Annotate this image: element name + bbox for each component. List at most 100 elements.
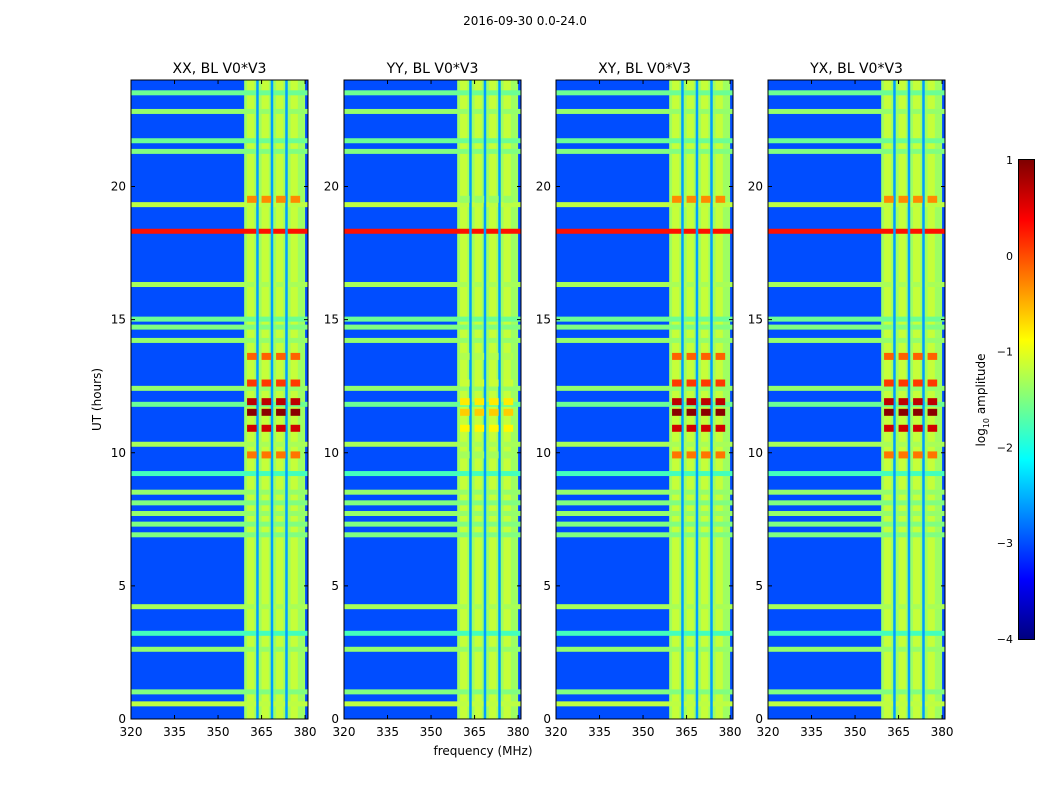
time-band [131, 510, 308, 516]
x-tick-label: 350 [207, 725, 230, 739]
hotspot [261, 379, 272, 387]
hotspot [503, 424, 514, 432]
hotspot [715, 451, 726, 459]
x-tick-label: 335 [800, 725, 823, 739]
y-tick-label: 15 [536, 313, 551, 327]
time-band [556, 316, 733, 322]
hotspot [460, 352, 470, 360]
hotspot [474, 424, 485, 432]
figure-suptitle: 2016-09-30 0.0-24.0 [463, 14, 587, 28]
hotspot [913, 398, 923, 406]
channel-gap [922, 80, 925, 719]
time-band [131, 604, 308, 610]
hotspot [898, 379, 909, 387]
time-band [768, 316, 945, 322]
time-band [131, 148, 308, 154]
time-band [556, 202, 733, 208]
hotspot [715, 398, 726, 406]
x-tick-label: 320 [545, 725, 568, 739]
time-band [768, 441, 945, 447]
time-band [556, 630, 733, 636]
hotspot [701, 408, 711, 416]
hotspot [913, 424, 923, 432]
time-band [768, 90, 945, 96]
hotspot [247, 195, 257, 203]
colorbar-label-sub: 10 [982, 418, 991, 428]
y-tick-label: 10 [536, 446, 551, 460]
time-band [768, 471, 945, 477]
hotspot [261, 451, 272, 459]
hotspot [460, 451, 470, 459]
time-band [344, 316, 521, 322]
hotspot [247, 379, 257, 387]
hotspot [276, 352, 286, 360]
x-axis-label: frequency (MHz) [433, 744, 532, 758]
hotspot [701, 195, 711, 203]
time-band [131, 521, 308, 527]
colorbar-tick-label: −1 [997, 346, 1013, 359]
hotspot [261, 352, 272, 360]
hotspot [701, 352, 711, 360]
hotspot [503, 195, 514, 203]
time-band [131, 324, 308, 330]
y-tick-label: 0 [118, 712, 126, 726]
time-band [131, 337, 308, 343]
x-tick-label: 350 [632, 725, 655, 739]
time-band [131, 108, 308, 114]
hotspot [460, 379, 470, 387]
panel-2: YY, BL V0*V3 320 335 350 365 380 0 5 10 15 20 [324, 61, 530, 739]
channel-gap [695, 80, 699, 719]
y-tick-label: 10 [324, 446, 339, 460]
time-band [768, 510, 945, 516]
hotspot [672, 451, 682, 459]
hotspot [261, 398, 272, 406]
time-band [344, 337, 521, 343]
time-band [556, 282, 733, 288]
time-band [344, 646, 521, 652]
x-tick-label: 320 [333, 725, 356, 739]
y-tick-label: 15 [748, 313, 763, 327]
channel-gap [483, 80, 487, 719]
hotspot [686, 408, 697, 416]
hotspot [927, 195, 938, 203]
time-band [344, 630, 521, 636]
colorbar-tick-label: 0 [1006, 250, 1013, 263]
panel-title: YX, BL V0*V3 [809, 61, 903, 77]
hotspot [503, 398, 514, 406]
hotspot [884, 451, 894, 459]
hotspot [276, 195, 286, 203]
time-band [556, 441, 733, 447]
y-tick-label: 15 [111, 313, 126, 327]
hotspot [672, 424, 682, 432]
time-band [131, 500, 308, 506]
hotspot [884, 424, 894, 432]
hotspot [715, 424, 726, 432]
time-band [768, 532, 945, 538]
panel-title: XY, BL V0*V3 [598, 61, 691, 77]
hotspot [913, 408, 923, 416]
x-tick-label: 335 [376, 725, 399, 739]
y-tick-label: 5 [331, 579, 339, 593]
time-band [768, 646, 945, 652]
channel-gap [469, 80, 472, 719]
hotspot [460, 398, 470, 406]
hotspot [290, 424, 301, 432]
hotspot [261, 195, 272, 203]
time-band [768, 500, 945, 506]
hotspot [686, 424, 697, 432]
y-tick-label: 5 [543, 579, 551, 593]
hotspot [927, 398, 938, 406]
time-band [131, 316, 308, 322]
channel-gap [681, 80, 684, 719]
hotspot [503, 379, 514, 387]
time-band [768, 138, 945, 144]
time-band [556, 532, 733, 538]
time-band [344, 500, 521, 506]
time-band [556, 646, 733, 652]
time-band [556, 500, 733, 506]
colorbar-tick-label: −4 [997, 633, 1013, 646]
time-band [344, 689, 521, 695]
axes-frame [555, 79, 734, 720]
time-band [768, 228, 945, 234]
